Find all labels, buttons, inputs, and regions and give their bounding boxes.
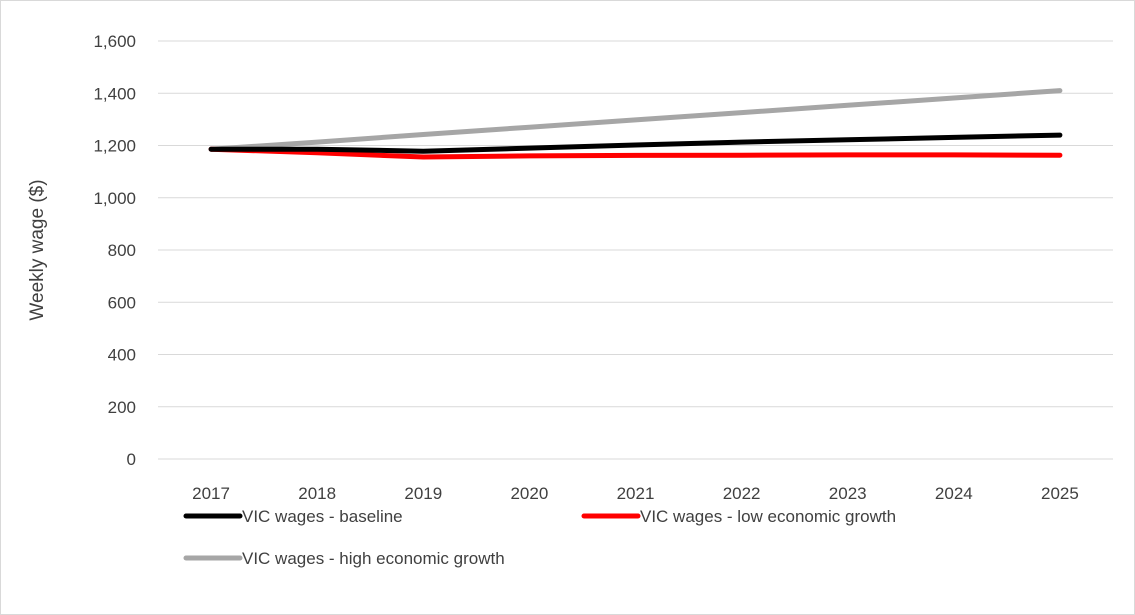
x-tick-label: 2024 [935,484,973,503]
series-lines [208,88,1063,160]
x-tick-label: 2025 [1041,484,1079,503]
gridlines [158,40,1113,460]
y-tick-label: 0 [127,450,136,469]
y-tick-label: 1,000 [93,189,136,208]
x-tick-label: 2021 [617,484,655,503]
y-axis-ticks: 0 200 400 600 800 1,000 1,200 1,400 1,600 [93,32,136,469]
y-tick-label: 1,600 [93,32,136,51]
x-axis-ticks: 2017 2018 2019 2020 2021 2022 2023 2024 2025 [192,484,1079,503]
series-line-3 [208,88,1063,152]
legend: VIC wages - baseline VIC wages - low econ… [183,507,896,568]
x-tick-label: 2018 [298,484,336,503]
legend-label: VIC wages - low economic growth [640,507,896,526]
y-tick-label: 800 [108,241,136,260]
x-tick-label: 2017 [192,484,230,503]
y-tick-label: 400 [108,346,136,365]
y-tick-label: 1,200 [93,137,136,156]
x-tick-label: 2019 [404,484,442,503]
y-tick-label: 200 [108,398,136,417]
x-tick-label: 2022 [723,484,761,503]
y-tick-label: 600 [108,293,136,312]
legend-label: VIC wages - high economic growth [242,549,505,568]
x-tick-label: 2020 [510,484,548,503]
series-line-1 [208,132,1063,154]
y-axis-title: Weekly wage ($) [27,179,48,320]
x-tick-label: 2023 [829,484,867,503]
series-line-2 [208,146,1063,160]
y-tick-label: 1,400 [93,84,136,103]
legend-label: VIC wages - baseline [242,507,403,526]
